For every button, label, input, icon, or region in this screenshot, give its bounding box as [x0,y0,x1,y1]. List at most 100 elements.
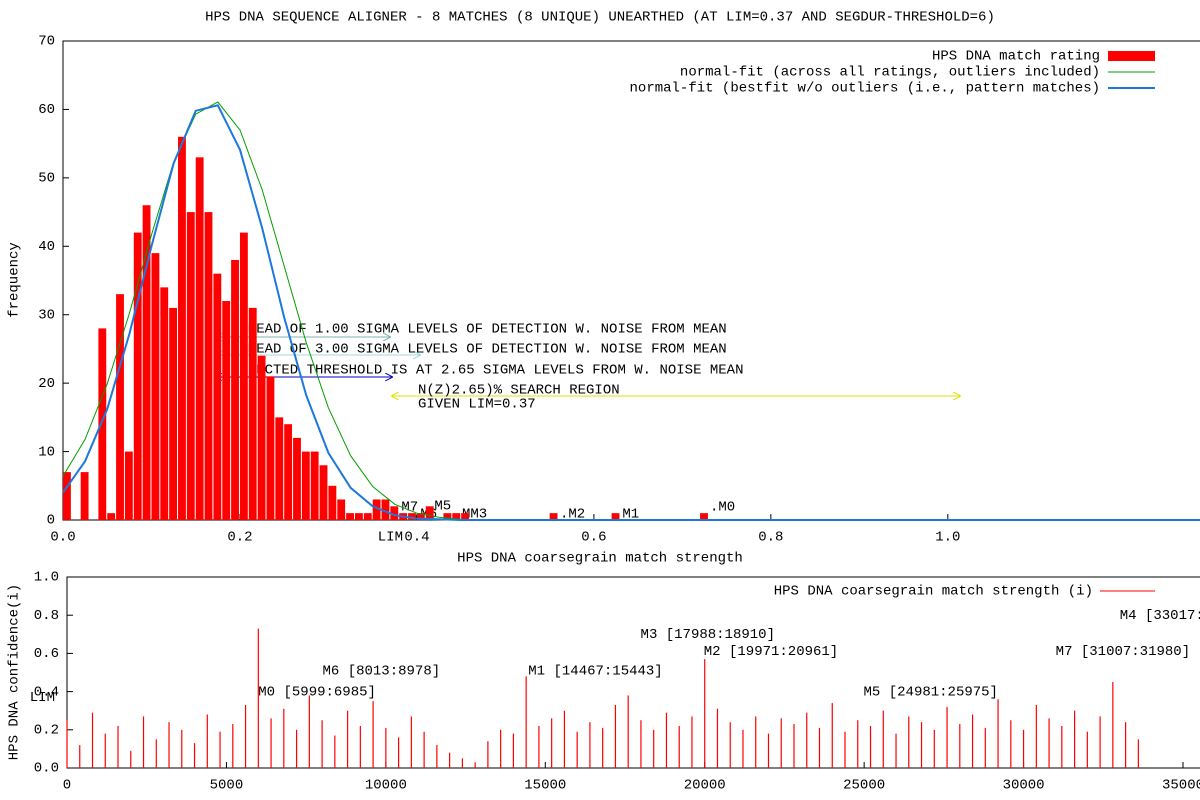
bar [611,513,620,520]
legend-label: HPS DNA match rating [932,49,1100,65]
bar [248,307,257,520]
x-tick-label: 25000 [843,778,885,794]
bar [231,259,239,520]
bar [204,212,213,521]
x-axis-label: HPS DNA coarsegrain match strength [457,551,743,567]
match-label: M4 [33017:3 [1120,608,1200,624]
fit-line [63,101,1200,521]
bar [408,513,416,520]
bar [98,328,107,520]
impulses: M0 [5999:6985] M6 [8013:8978] M1 [14467:15… [66,608,1200,768]
x-tick-label: 0.4 [404,530,429,546]
match-label: M3 [17988:18910] [641,627,775,643]
bar [452,513,461,520]
bar [222,301,231,520]
y-tick-label: 20 [38,376,55,392]
y-tick-label: 0 [47,513,55,529]
bar [266,376,275,520]
bar [301,451,310,520]
bar [346,513,354,520]
legend-swatch [1108,51,1155,61]
plot-frame [66,576,1200,769]
y-tick-label: 1.0 [34,570,59,586]
x-tick-label: 15000 [524,778,566,794]
legend-label: normal-fit (across all ratings, outliers… [680,65,1100,81]
x-tick-label: 0 [63,778,71,794]
match-label: M7 [31007:31980] [1056,644,1190,660]
bar [80,472,89,520]
y-axis-label: HPS DNA confidence(i) [7,584,23,760]
x-tick-label: 0.6 [581,530,606,546]
x-tick-label: 30000 [1003,778,1045,794]
bar [275,417,284,520]
legend-label: HPS DNA coarsegrain match strength (i) [774,584,1093,600]
bar [425,506,434,520]
bar [700,513,708,520]
bar [124,451,133,520]
y-tick-label: 0.0 [34,761,59,777]
bars [63,101,1200,521]
legend-label: normal-fit (bestfit w/o outliers (i.e., … [630,81,1100,97]
bar [133,232,142,520]
annotation: SPREAD OF 3.00 SIGMA LEVELS OF DETECTION… [231,342,727,358]
bar [186,212,195,521]
bar [390,506,399,520]
bar [461,513,470,520]
bar [354,513,363,520]
x-tick-label: 0.2 [227,530,252,546]
bar [116,294,124,520]
x-tick-label: 35000 [1162,778,1200,794]
bar [169,307,178,520]
y-tick-label: 70 [38,34,55,50]
bar [213,273,222,520]
bar [416,513,425,520]
match-label: M1 [14467:15443] [528,663,662,679]
lim-label: LIM [378,530,403,546]
bar [284,424,293,520]
bar [63,472,71,520]
bar [160,287,169,520]
bar [257,355,266,520]
y-tick-label: 0.4 [34,684,59,700]
y-axis-label: frequency [7,242,23,318]
y-tick-label: 30 [38,307,55,323]
bar [337,499,346,520]
fit-line [63,104,1200,521]
annotation: GIVEN LIM=0.37 [418,397,536,413]
y-tick-label: 0.8 [34,608,59,624]
bar [363,513,372,520]
bar [142,205,151,520]
bar [372,499,381,520]
x-tick-label: 5000 [210,778,244,794]
bar [107,513,116,520]
point-label: .M1 [614,507,639,523]
y-tick-label: 0.6 [34,646,59,662]
bar [151,253,160,520]
chart-title: HPS DNA SEQUENCE ALIGNER - 8 MATCHES (8 … [205,10,995,26]
bar [319,465,328,520]
lim-label: LIM [30,690,55,706]
point-label: .M0 [710,500,735,516]
x-tick-label: 0.0 [50,530,75,546]
match-label: M0 [5999:6985] [258,684,376,700]
x-tick-label: 1.0 [935,530,960,546]
y-tick-label: 40 [38,239,55,255]
bar [549,513,558,520]
bar [328,485,337,520]
bar [310,451,319,520]
annotation: N(Z)2.65)% SEARCH REGION [418,383,620,399]
x-tick-label: 10000 [365,778,407,794]
y-tick-label: 50 [38,171,55,187]
bar [443,513,452,520]
bar [195,157,204,521]
point-label: .M2 [560,507,585,523]
x-tick-label: 0.8 [758,530,783,546]
match-label: M6 [8013:8978] [323,663,441,679]
bar [178,136,186,521]
annotation: SELECTED THRESHOLD IS AT 2.65 SIGMA LEVE… [231,363,743,379]
bar [293,437,301,520]
y-tick-label: 10 [38,444,55,460]
match-label: M5 [24981:25975] [864,684,998,700]
